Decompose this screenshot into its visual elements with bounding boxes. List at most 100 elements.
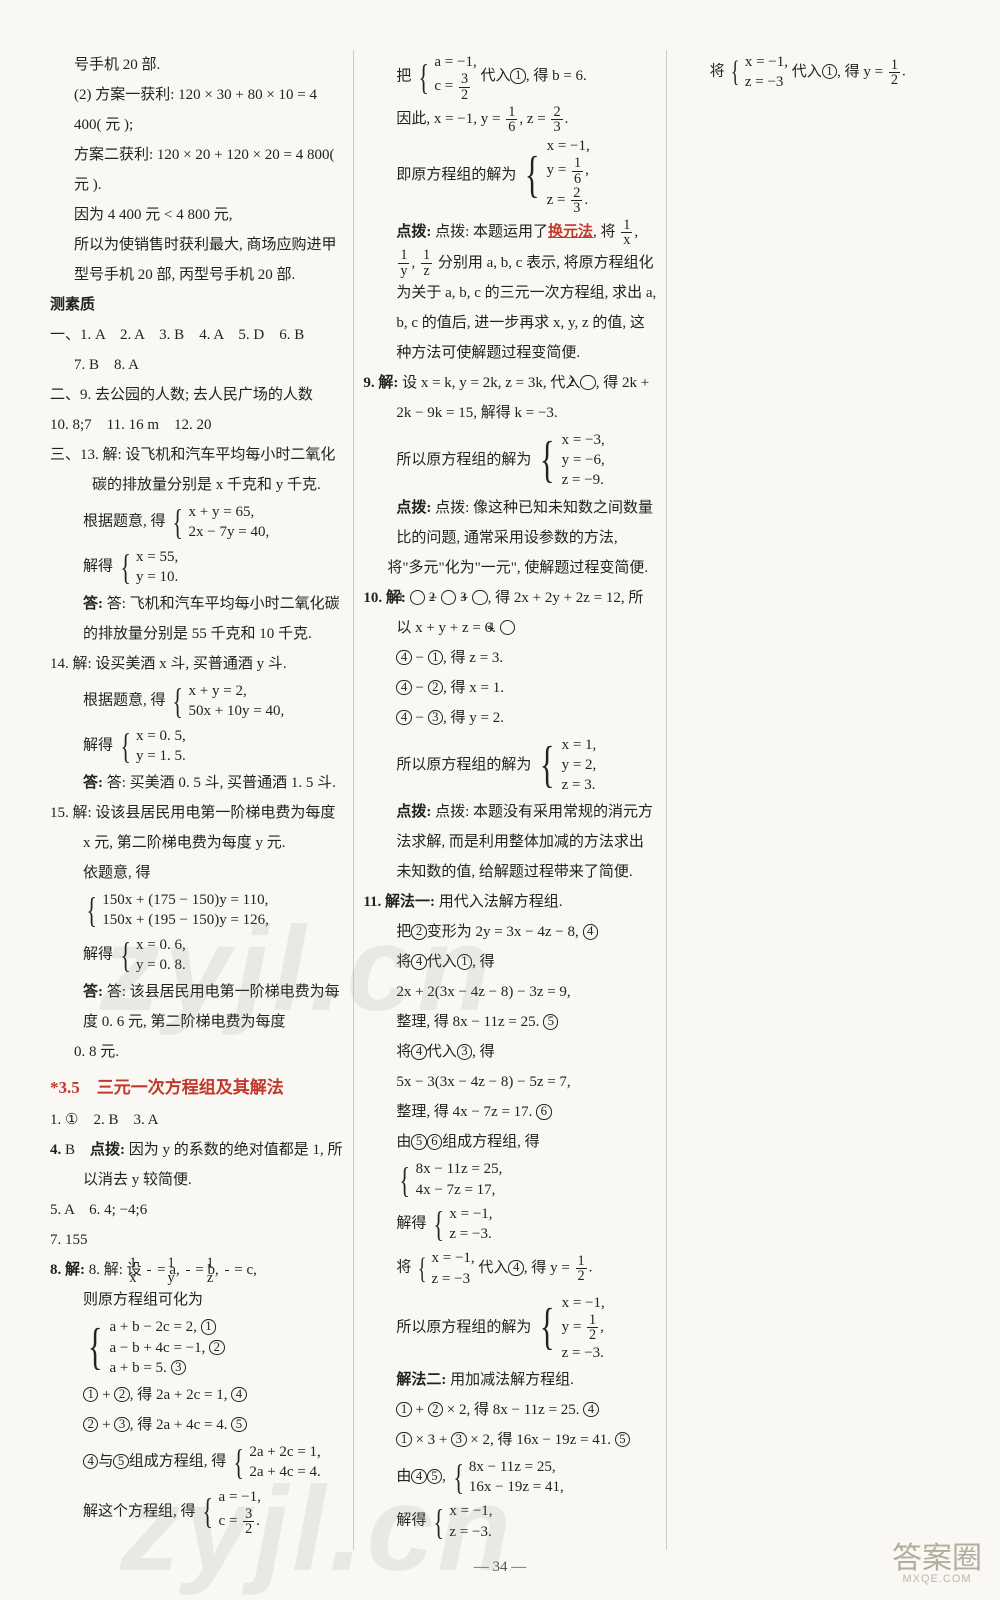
eq: a + b = 5. 3: [109, 1358, 224, 1378]
equation-system: { x + y = 65, 2x − 7y = 40,: [169, 502, 269, 543]
t: ,: [600, 1319, 604, 1335]
eq: a − b + 4c = −1, 2: [109, 1338, 224, 1358]
eq: x = −1,: [432, 1248, 475, 1268]
text: 所以原方程组的解为 { x = −1, y = 12, z = −3.: [363, 1291, 656, 1365]
text: { a + b − 2c = 2, ①a + b − 2c = 2, 1 a −…: [50, 1315, 343, 1380]
problem-11: 11. 解法一: 用代入法解方程组.: [363, 887, 656, 917]
equation-system: { x + y = 2, 50x + 10y = 40,: [169, 681, 284, 722]
text: 答: 买美酒 0. 5 斗, 买普通酒 1. 5 斗.: [107, 775, 336, 791]
eq: z = −3: [432, 1269, 475, 1289]
equation-system: { a = −1, c = 32.: [199, 1487, 261, 1537]
label: 解得: [83, 946, 113, 962]
equation-system: { x = 1, y = 2, z = 3.: [535, 735, 596, 796]
eq: z = −3.: [449, 1224, 492, 1244]
eq: 150x + (175 − 150)y = 110,: [102, 890, 269, 910]
eq: y = −6,: [562, 450, 605, 470]
text: 4 − 1, 得 z = 3.: [363, 643, 656, 673]
text: 所以原方程组的解为 { x = 1, y = 2, z = 3.: [363, 733, 656, 798]
text: 解得 { x = −1, z = −3.: [363, 1202, 656, 1247]
t: 将: [710, 64, 725, 80]
text: (2) 方案一获利: 120 × 30 + 80 × 10 = 4 400( 元…: [50, 80, 343, 140]
eq: 4x − 7z = 17,: [416, 1180, 503, 1200]
t: 点拨: 本题没有采用常规的消元方法求解, 而是利用整体加减的方法求出未知数的值,…: [396, 804, 653, 880]
label: 解得: [83, 737, 113, 753]
eq: x = −1,: [745, 52, 788, 72]
problem-14: 14. 解: 设买美酒 x 斗, 买普通酒 y 斗.: [50, 649, 343, 679]
text: 答: 该县居民用电第一阶梯电费为每度 0. 6 元, 第二阶梯电费为每度: [83, 984, 340, 1030]
text: 所以为使销售时获利最大, 商场应购进甲型号手机 20 部, 丙型号手机 20 部…: [50, 230, 343, 290]
t: y =: [547, 163, 570, 179]
text: 答: 飞机和汽车平均每小时二氧化碳的排放量分别是 55 千克和 10 千克.: [83, 596, 340, 642]
eq: y = 10.: [136, 567, 178, 587]
eq: 2x − 7y = 40,: [189, 522, 270, 542]
t: ,: [634, 224, 638, 240]
text: 把 { a = −1, c = 32 代入1, 得 b = 6.: [363, 50, 656, 104]
num: 34: [493, 1559, 508, 1575]
eq: x = 0. 5,: [136, 726, 186, 746]
t: 点拨: 像这种已知未知数之间数量比的问题, 通常采用设参数的方法,: [396, 500, 653, 546]
text: 因此, x = −1, y = 16, z = 23.: [363, 104, 656, 134]
equation-system: { x = −1, z = −3.: [430, 1501, 492, 1542]
eq: c = 32: [434, 72, 476, 102]
problem-8: 8. 解: 8. 解: 设 1x = a, 1y = b, 1z = c,: [50, 1255, 343, 1285]
eq: y = 1. 5.: [136, 746, 186, 766]
text: { 150x + (175 − 150)y = 110, 150x + (195…: [50, 888, 343, 933]
eq: x = −1,: [449, 1204, 492, 1224]
equation-system: { x = −1, z = −3.: [430, 1204, 492, 1245]
eq: z = 23.: [547, 186, 590, 216]
text: 将 { x = −1, z = −3 代入4, 得 y = 12.: [363, 1246, 656, 1291]
eq: 16x − 19z = 41,: [469, 1477, 564, 1497]
text: 解这个方程组, 得 { a = −1, c = 32.: [50, 1485, 343, 1539]
eq: 8x − 11z = 25,: [469, 1457, 564, 1477]
t: 8. 解: 设: [89, 1262, 146, 1278]
text: 号手机 20 部.: [50, 50, 343, 80]
t: , 将: [593, 224, 619, 240]
eq: x = 1,: [562, 735, 597, 755]
t: y =: [562, 1319, 585, 1335]
t: z =: [547, 192, 570, 208]
t: 解得: [396, 1513, 426, 1529]
text: 4 − 2, 得 x = 1.: [363, 673, 656, 703]
equation-system: { 150x + (175 − 150)y = 110, 150x + (195…: [83, 890, 269, 931]
t: ,: [585, 163, 589, 179]
answer-line: 4. B 点拨: 4. B 点拨: 因为 y 的系数的绝对值都是 1, 所以消去…: [50, 1135, 343, 1195]
eq: z = −3.: [562, 1343, 605, 1363]
text: 2 + 3, 得 2a + 4c = 4. 5: [50, 1410, 343, 1440]
text: 由45, { 8x − 11z = 25, 16x − 19z = 41,: [363, 1455, 656, 1500]
answer-line: 二、9. 去公园的人数; 去人民广场的人数: [50, 380, 343, 410]
equation-system: { x = −3, y = −6, z = −9.: [535, 430, 605, 491]
eq: y = 12,: [562, 1313, 605, 1343]
page: zyjl.cn zyjl.cn 号手机 20 部. (2) 方案一获利: 120…: [0, 0, 1000, 1600]
eq: c = 32.: [219, 1507, 261, 1537]
eq: x = −3,: [562, 430, 605, 450]
eq: 150x + (195 − 150)y = 126,: [102, 910, 269, 930]
text: 解法二: 用加减法解方程组.: [363, 1365, 656, 1395]
eq: a = −1,: [434, 52, 476, 72]
t: ,: [411, 255, 419, 271]
text: 5x − 3(3x − 4z − 8) − 5z = 7,: [363, 1067, 656, 1097]
text: 2x + 2(3x − 4z − 8) − 3z = 9,: [363, 977, 656, 1007]
text: 整理, 得 4x − 7z = 17. 6: [363, 1097, 656, 1127]
section-title: *3.5 三元一次方程组及其解法: [50, 1071, 343, 1105]
problem-15: 15. 解: 设该县居民用电第一阶梯电费为每度 x 元, 第二阶梯电费为每度 y…: [50, 798, 343, 858]
text: 根据题意, 得 { x + y = 2, 50x + 10y = 40,: [50, 679, 343, 724]
equation-system: { x = −1, y = 12, z = −3.: [535, 1293, 605, 1363]
t: 解这个方程组, 得: [83, 1503, 196, 1519]
eq: x = −1,: [449, 1501, 492, 1521]
t: 所以原方程组的解为: [396, 1319, 531, 1335]
section-heading: 测素质: [50, 290, 343, 320]
text: 4与5组成方程组, 得 { 2a + 2c = 1, 2a + 4c = 4.: [50, 1440, 343, 1485]
label: 根据题意, 得: [83, 514, 166, 530]
problem-13: 三、13. 解: 设飞机和汽车平均每小时二氧化碳的排放量分别是 x 千克和 y …: [50, 440, 343, 500]
text: 把2变形为 2y = 3x − 4z − 8, 4: [363, 917, 656, 947]
eq: y = 16,: [547, 156, 590, 186]
t: c =: [219, 1513, 242, 1529]
text: 解得 { x = 0. 5, y = 1. 5.: [50, 724, 343, 769]
text: 将 { x = −1, z = −3 代入1, 得 y = 12.: [677, 50, 970, 95]
text: 因为 4 400 元 < 4 800 元,: [50, 200, 343, 230]
answer: 答: 答: 该县居民用电第一阶梯电费为每度 0. 6 元, 第二阶梯电费为每度: [50, 977, 343, 1037]
eq: x = 55,: [136, 547, 178, 567]
text: 1 + 2, 得 2a + 2c = 1, 4: [50, 1380, 343, 1410]
eq: z = 3.: [562, 775, 597, 795]
equation-system: { x = −1, z = −3: [728, 52, 788, 93]
